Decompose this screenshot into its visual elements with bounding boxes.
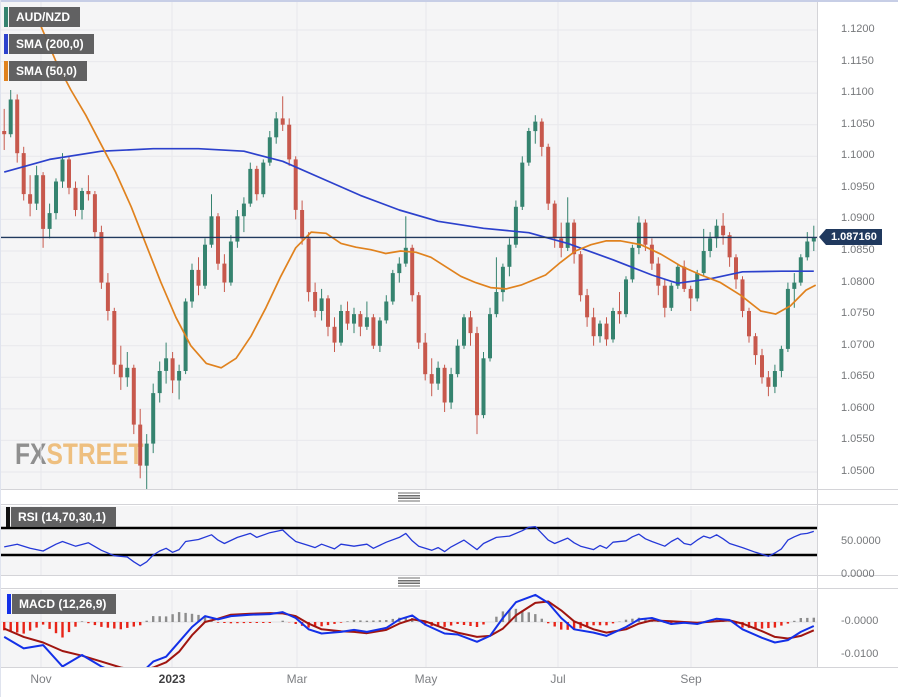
macd-signal-line: [3, 600, 815, 667]
chart-bottom-border: [1, 667, 898, 668]
chart-top-border: [1, 0, 898, 2]
rsi-color-chip: [6, 507, 10, 527]
macd-axis-label: -0.0100: [841, 648, 879, 660]
price-axis-label: 1.0550: [841, 433, 875, 445]
main-chart-canvas[interactable]: [1, 0, 817, 490]
rsi-axis-label: 50.0000: [841, 535, 881, 547]
panel-separator: [1, 575, 898, 589]
price-axis-label: 1.0850: [841, 244, 875, 256]
sma50-badge: SMA (50,0): [4, 61, 87, 81]
time-axis-label: Nov: [30, 672, 52, 686]
last-price-tag: 1.087160: [819, 229, 882, 245]
main-panel-background: [1, 0, 817, 490]
sma200-label: SMA (200,0): [9, 34, 94, 54]
sma200-badge: SMA (200,0): [4, 34, 94, 54]
rsi-badge: RSI (14,70,30,1): [6, 507, 117, 527]
price-axis-label: 1.1100: [841, 86, 874, 98]
macd-label: MACD (12,26,9): [12, 594, 117, 614]
last-price-value: 1.087160: [826, 229, 882, 245]
price-axis-label: 1.0900: [841, 212, 875, 224]
main-gridlines: [1, 0, 817, 490]
rsi-line: [4, 525, 814, 567]
time-axis-label: Jul: [550, 672, 566, 686]
price-axis-label: 1.0700: [841, 339, 875, 351]
price-axis-label: 1.0500: [841, 465, 875, 477]
sma200-color-chip: [4, 34, 8, 54]
time-axis-label: Mar: [286, 672, 308, 686]
price-axis-label: 1.0750: [841, 307, 875, 319]
macd-badge: MACD (12,26,9): [7, 594, 117, 614]
symbol-badge: AUD/NZD: [4, 7, 80, 27]
sma50-color-chip: [4, 61, 8, 81]
rsi-label: RSI (14,70,30,1): [11, 507, 117, 527]
price-axis-label: 1.0600: [841, 402, 875, 414]
time-axis-label: 2023: [158, 672, 186, 686]
macd-line: [3, 593, 815, 667]
price-axis-label: 1.1200: [841, 23, 875, 35]
macd-panel-canvas[interactable]: [1, 590, 817, 667]
price-tag-arrow-icon: [819, 229, 826, 245]
rsi-axis-label: 0.0000: [841, 568, 875, 580]
price-axis-label: 1.0650: [841, 370, 875, 382]
price-axis-label: 1.1050: [841, 118, 875, 130]
time-axis-label: May: [414, 672, 438, 686]
sma50-line: [40, 26, 817, 369]
panel-separator: [1, 489, 898, 505]
macd-color-chip: [7, 594, 11, 614]
time-axis-label: Sep: [680, 672, 702, 686]
sma200-line: [3, 147, 814, 285]
price-axis-label: 1.0950: [841, 181, 875, 193]
panel-resize-handle-icon[interactable]: [398, 577, 420, 587]
price-axis-label: 1.1000: [841, 149, 875, 161]
sma50-label: SMA (50,0): [9, 61, 87, 81]
symbol-color-chip: [4, 7, 8, 27]
price-axis-label: 1.1150: [841, 55, 874, 67]
candlesticks: [2, 90, 816, 490]
axis-gutter-border: [817, 0, 818, 667]
symbol-label: AUD/NZD: [9, 7, 80, 27]
rsi-panel-canvas[interactable]: [1, 506, 817, 575]
panel-resize-handle-icon[interactable]: [398, 492, 420, 502]
price-axis-label: 1.0800: [841, 276, 875, 288]
watermark-street: STREET: [46, 438, 144, 471]
macd-axis-label: -0.0000: [841, 615, 879, 627]
